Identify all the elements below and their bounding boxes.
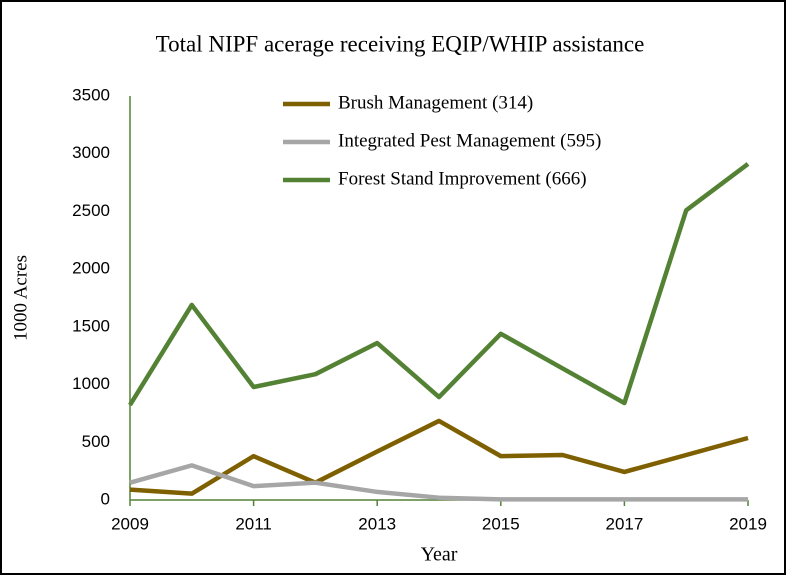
series-line [128, 162, 750, 407]
y-axis-label: 1000 Acres [10, 255, 31, 341]
chart-title: Total NIPF acerage receiving EQIP/WHIP a… [156, 31, 645, 56]
x-tick-label: 2015 [482, 514, 520, 533]
x-tick-label: 2011 [235, 514, 272, 533]
y-tick-label: 3000 [72, 143, 110, 162]
y-tick-label: 3500 [72, 85, 110, 104]
x-tick-label: 2013 [358, 514, 396, 533]
series-line [129, 463, 748, 502]
y-tick-label: 0 [101, 489, 110, 508]
y-tick-label: 2000 [72, 259, 110, 278]
legend-label: Forest Stand Improvement (666) [338, 168, 587, 189]
x-tick-label: 2019 [729, 514, 767, 533]
series-line [129, 418, 749, 496]
legend-label: Integrated Pest Management (595) [338, 130, 601, 151]
y-tick-label: 1000 [72, 374, 110, 393]
y-tick-label: 1500 [72, 316, 110, 335]
x-tick-label: 2009 [111, 514, 149, 533]
y-tick-label: 500 [82, 432, 110, 451]
x-tick-label: 2017 [605, 514, 643, 533]
legend-label: Brush Management (314) [338, 92, 533, 113]
y-tick-label: 2500 [72, 201, 110, 220]
x-axis-label: Year [421, 544, 458, 566]
